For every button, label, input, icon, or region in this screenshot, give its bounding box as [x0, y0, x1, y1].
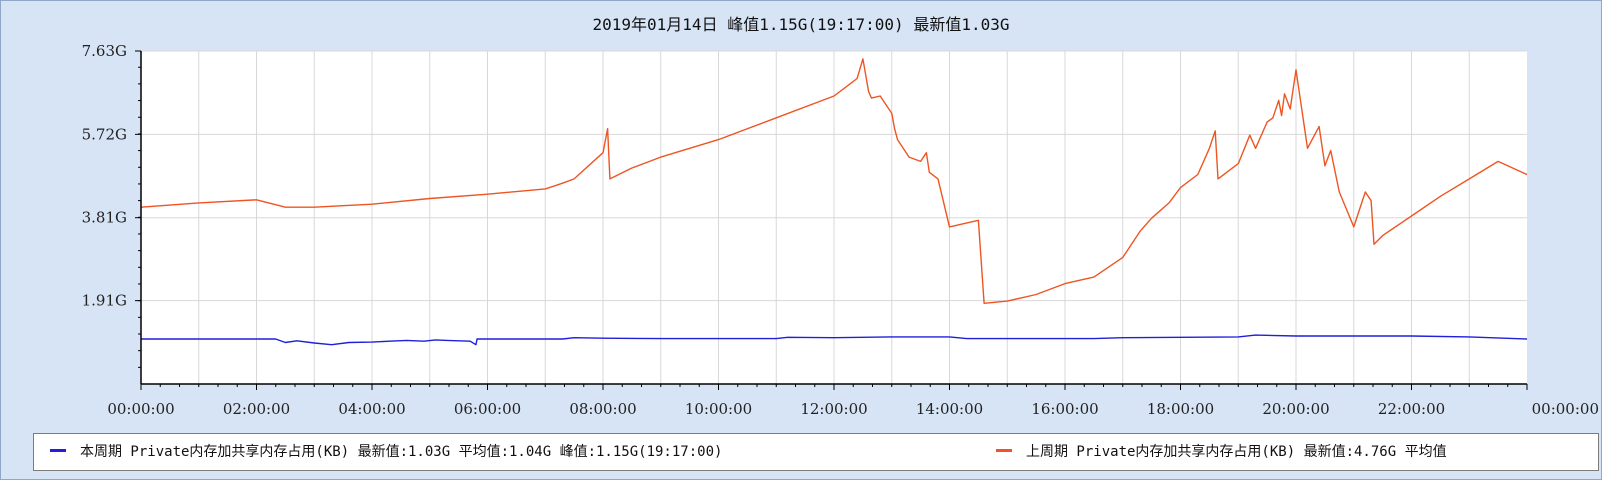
y-tick-label: 3.81G — [82, 209, 127, 227]
legend-swatch-previous — [996, 448, 1012, 452]
y-tick-labels: 1.91G 3.81G 5.72G 7.63G — [82, 42, 127, 310]
y-tick-label: 5.72G — [82, 125, 127, 143]
chart-svg: 1.91G 3.81G 5.72G 7.63G 00:00:00 02:00:00 04:… — [82, 42, 1599, 418]
legend-item-previous[interactable]: 上周期 Private内存加共享内存占用(KB) 最新值:4.76G 平均值 — [996, 434, 1447, 470]
grid-lines — [141, 50, 1527, 384]
x-tick-label: 14:00:00 — [916, 400, 983, 418]
legend-label-previous: 上周期 Private内存加共享内存占用(KB) 最新值:4.76G 平均值 — [1026, 444, 1447, 460]
x-tick-label: 02:00:00 — [223, 400, 290, 418]
x-tick-label: 18:00:00 — [1147, 400, 1214, 418]
y-tick-label: 7.63G — [82, 42, 127, 60]
legend-swatch-current — [50, 448, 66, 452]
legend: 本周期 Private内存加共享内存占用(KB) 最新值:1.03G 平均值:1… — [33, 433, 1599, 471]
x-tick-label: 22:00:00 — [1378, 400, 1445, 418]
x-tick-label: 08:00:00 — [569, 400, 636, 418]
x-tick-label: 00:00:00 — [1532, 400, 1599, 418]
series-line-1 — [140, 58, 1528, 304]
chart-title: 2019年01月14日 峰值1.15G(19:17:00) 最新值1.03G — [592, 15, 1010, 34]
x-tick-label: 12:00:00 — [800, 400, 867, 418]
legend-item-current[interactable]: 本周期 Private内存加共享内存占用(KB) 最新值:1.03G 平均值:1… — [50, 434, 722, 470]
legend-label-current: 本周期 Private内存加共享内存占用(KB) 最新值:1.03G 平均值:1… — [80, 444, 723, 460]
x-tick-label: 20:00:00 — [1262, 400, 1329, 418]
x-tick-label: 16:00:00 — [1031, 400, 1098, 418]
tick-marks — [135, 50, 1528, 390]
x-tick-labels: 00:00:00 02:00:00 04:00:00 06:00:00 08:00:00… — [107, 400, 1599, 418]
series-lines — [140, 58, 1528, 346]
series-line-0 — [141, 334, 1528, 346]
y-tick-label: 1.91G — [82, 292, 127, 310]
x-tick-label: 10:00:00 — [685, 400, 752, 418]
x-tick-label: 06:00:00 — [454, 400, 521, 418]
x-tick-label: 00:00:00 — [107, 400, 174, 418]
x-tick-label: 04:00:00 — [338, 400, 405, 418]
